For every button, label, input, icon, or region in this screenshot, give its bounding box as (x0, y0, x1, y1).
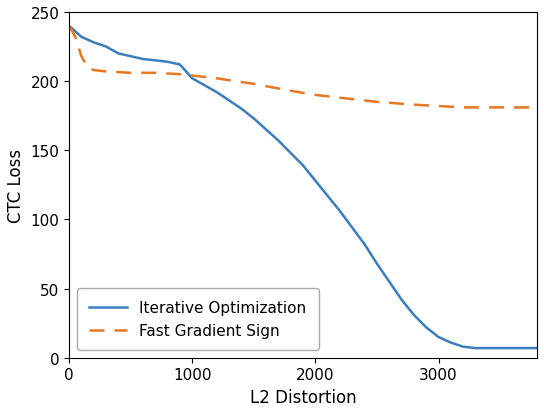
Iterative Optimization (509, 346, 516, 351)
Fast Gradient Sign (435, 104, 442, 109)
Fast Gradient Sign (72, 35, 78, 40)
Iterative Optimization (78, 35, 85, 40)
Fast Gradient Sign (251, 82, 257, 87)
Iterative Optimization (349, 226, 356, 231)
Y-axis label: CTC Loss: CTC Loss (7, 148, 25, 222)
Iterative Optimization (312, 179, 319, 184)
Fast Gradient Sign (497, 106, 503, 111)
Fast Gradient Sign (337, 96, 343, 101)
Fast Gradient Sign (152, 71, 158, 76)
Iterative Optimization (411, 313, 417, 318)
Iterative Optimization (90, 41, 97, 46)
Iterative Optimization (386, 280, 393, 285)
Iterative Optimization (140, 57, 146, 62)
Fast Gradient Sign (374, 100, 380, 105)
Line: Fast Gradient Sign: Fast Gradient Sign (69, 27, 537, 108)
Iterative Optimization (115, 52, 122, 57)
Fast Gradient Sign (78, 55, 85, 59)
Iterative Optimization (435, 335, 442, 339)
Fast Gradient Sign (411, 103, 417, 108)
Iterative Optimization (485, 346, 491, 351)
Iterative Optimization (152, 59, 158, 64)
Iterative Optimization (251, 117, 257, 122)
Iterative Optimization (66, 24, 72, 29)
Iterative Optimization (238, 107, 245, 112)
Fast Gradient Sign (84, 66, 91, 71)
Fast Gradient Sign (534, 106, 540, 111)
Fast Gradient Sign (127, 71, 134, 76)
Iterative Optimization (164, 60, 171, 65)
Iterative Optimization (127, 55, 134, 59)
Iterative Optimization (472, 346, 479, 351)
Iterative Optimization (361, 242, 368, 247)
Iterative Optimization (423, 325, 429, 330)
Iterative Optimization (103, 45, 109, 50)
Fast Gradient Sign (90, 69, 97, 74)
Iterative Optimization (263, 128, 269, 133)
Fast Gradient Sign (66, 24, 72, 29)
Iterative Optimization (337, 209, 343, 214)
Iterative Optimization (189, 77, 195, 82)
Fast Gradient Sign (214, 77, 220, 82)
Iterative Optimization (300, 164, 306, 169)
Iterative Optimization (324, 194, 331, 199)
Fast Gradient Sign (287, 89, 294, 94)
Fast Gradient Sign (189, 74, 195, 79)
Fast Gradient Sign (177, 73, 183, 78)
Iterative Optimization (534, 346, 540, 351)
Line: Iterative Optimization: Iterative Optimization (69, 27, 537, 348)
Iterative Optimization (460, 344, 466, 349)
Fast Gradient Sign (312, 93, 319, 98)
Iterative Optimization (201, 83, 208, 88)
Iterative Optimization (448, 340, 454, 345)
Iterative Optimization (226, 99, 232, 104)
Legend: Iterative Optimization, Fast Gradient Sign: Iterative Optimization, Fast Gradient Si… (77, 288, 319, 350)
Iterative Optimization (398, 297, 405, 302)
X-axis label: L2 Distortion: L2 Distortion (250, 388, 356, 406)
Iterative Optimization (177, 63, 183, 68)
Iterative Optimization (374, 261, 380, 266)
Iterative Optimization (522, 346, 528, 351)
Iterative Optimization (214, 90, 220, 95)
Iterative Optimization (275, 139, 282, 144)
Fast Gradient Sign (103, 70, 109, 75)
Fast Gradient Sign (460, 106, 466, 111)
Iterative Optimization (287, 151, 294, 156)
Iterative Optimization (497, 346, 503, 351)
